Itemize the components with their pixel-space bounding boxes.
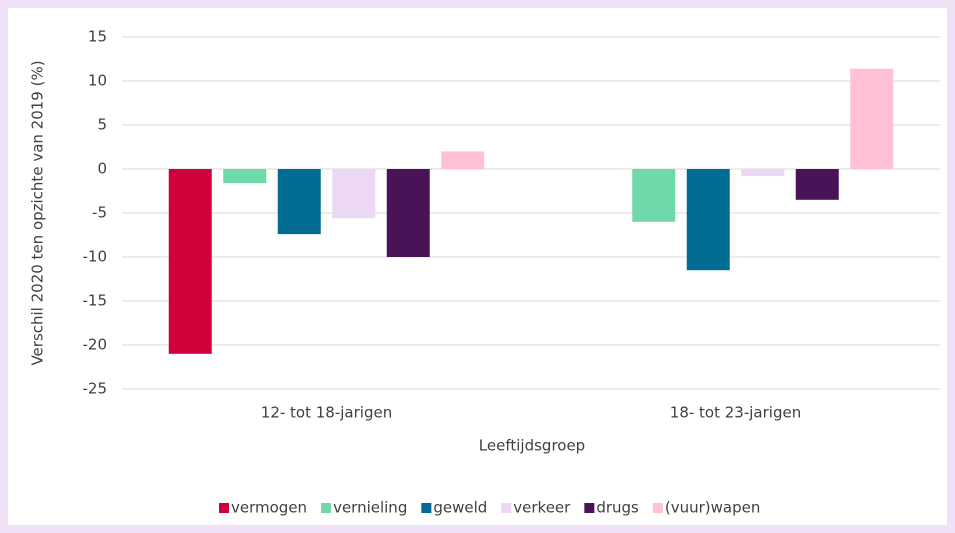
bar xyxy=(632,169,676,222)
bar xyxy=(686,169,730,271)
y-tick-label: 0 xyxy=(97,160,107,178)
legend-swatch xyxy=(584,503,595,513)
y-tick-label: 15 xyxy=(88,28,107,46)
chart: Leeftijdsgroep Verschil 2020 ten opzicht… xyxy=(8,8,947,525)
y-tick-label: -15 xyxy=(83,292,108,310)
bar xyxy=(277,169,321,235)
bar xyxy=(386,169,430,257)
y-tick-label: -5 xyxy=(92,204,107,222)
legend-label: vernieling xyxy=(333,499,407,517)
bar xyxy=(441,151,485,169)
x-tick-label: 12- tot 18-jarigen xyxy=(261,404,392,422)
legend-label: verkeer xyxy=(513,499,571,517)
legend-swatch xyxy=(421,503,432,513)
bar xyxy=(795,169,839,200)
legend-label: drugs xyxy=(596,499,639,517)
bar xyxy=(168,169,212,354)
bar xyxy=(332,169,376,219)
y-tick-label: -10 xyxy=(83,248,108,266)
legend-swatch xyxy=(652,503,663,513)
legend-label: (vuur)wapen xyxy=(665,499,760,517)
y-tick-label: -20 xyxy=(83,336,108,354)
bar xyxy=(223,169,267,184)
y-tick-label: 5 xyxy=(97,116,107,134)
legend-swatch xyxy=(219,503,229,513)
legend-label: geweld xyxy=(433,499,487,517)
bar xyxy=(741,169,785,177)
legend-swatch xyxy=(501,503,512,513)
legend-label: vermogen xyxy=(231,499,307,517)
bar xyxy=(850,68,894,169)
y-tick-label: -25 xyxy=(83,380,108,398)
x-axis-title: Leeftijdsgroep xyxy=(479,437,585,455)
legend-swatch xyxy=(321,503,332,513)
x-tick-label: 18- tot 23-jarigen xyxy=(670,404,801,422)
y-tick-label: 10 xyxy=(88,72,107,90)
y-axis-title: Verschil 2020 ten opzichte van 2019 (%) xyxy=(29,60,47,365)
